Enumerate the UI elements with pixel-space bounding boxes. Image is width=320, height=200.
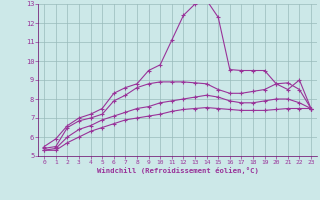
X-axis label: Windchill (Refroidissement éolien,°C): Windchill (Refroidissement éolien,°C) bbox=[97, 167, 259, 174]
